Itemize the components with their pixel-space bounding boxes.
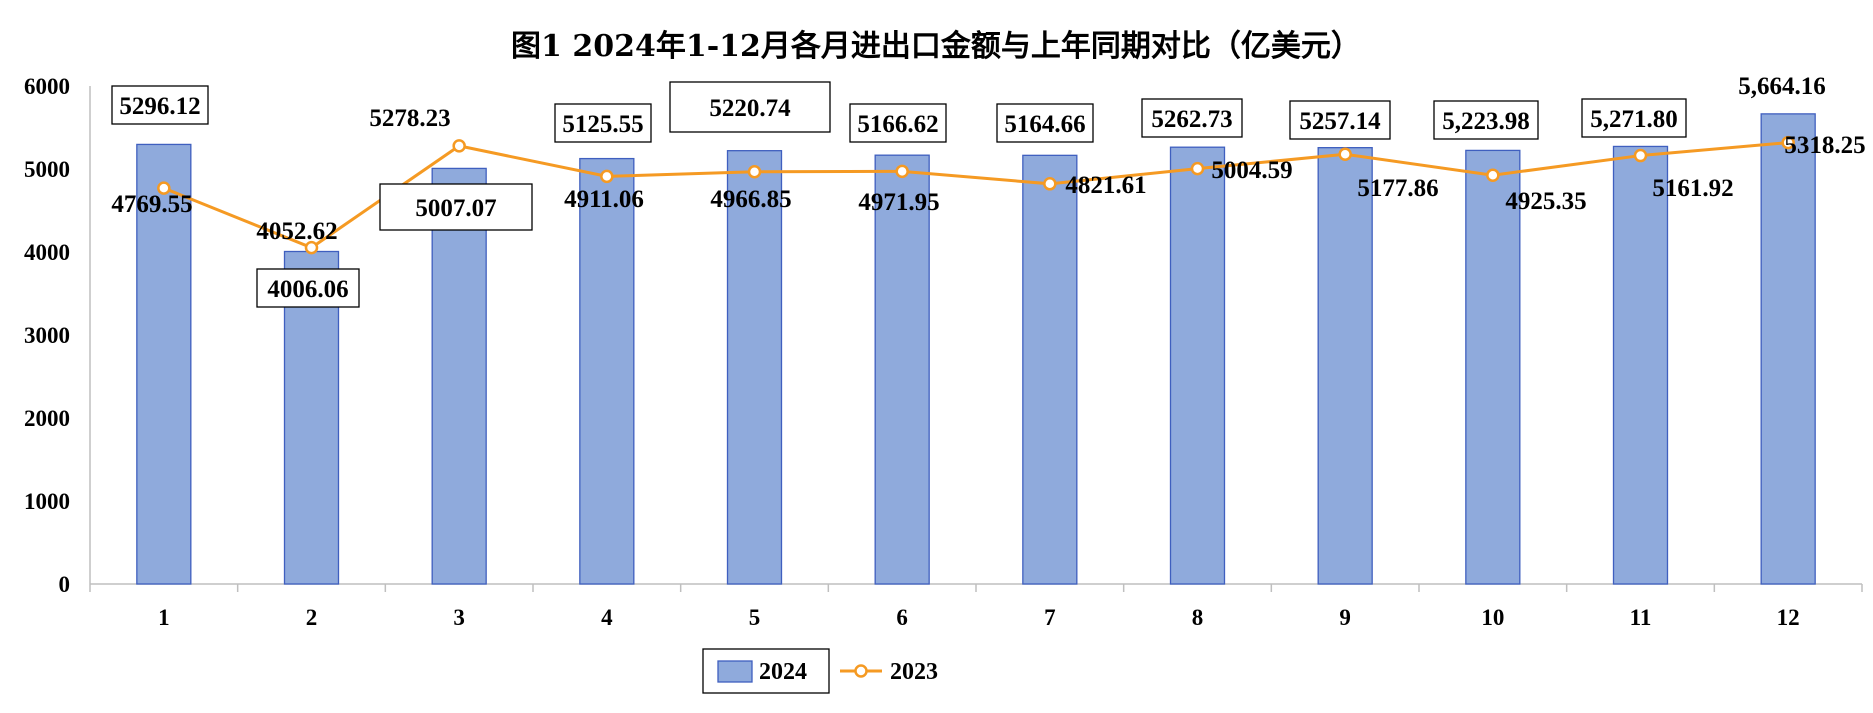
legend-label-2023: 2023 — [890, 659, 938, 685]
legend-label-2024: 2024 — [759, 659, 807, 685]
x-tick-label: 1 — [158, 605, 170, 630]
line-2023 — [163, 141, 1789, 250]
bar-data-label: 5257.14 — [1299, 108, 1381, 135]
bar-label-box — [996, 103, 1094, 143]
y-tick-label: 2000 — [24, 406, 70, 431]
x-tick-label: 5 — [749, 605, 761, 630]
bar-data-labels: 5296.12 4006.06 5007.07 5125.55 5220.74 5166.… — [111, 73, 1826, 308]
bar-data-label: 5,223.98 — [1442, 108, 1530, 135]
bar-data-label: 5,271.80 — [1590, 106, 1678, 133]
line-data-label: 5177.86 — [1357, 175, 1438, 202]
line-data-label: 5278.23 — [369, 105, 450, 132]
bar-2024 — [874, 154, 930, 585]
x-tick-label: 7 — [1044, 605, 1056, 630]
bar-data-label: 5166.62 — [857, 111, 938, 138]
bar-2024 — [1465, 149, 1521, 585]
x-tick-label: 12 — [1777, 605, 1800, 630]
bar-2024 — [1022, 154, 1078, 585]
bar-label-box — [111, 85, 209, 125]
x-tick-label: 9 — [1339, 605, 1351, 630]
x-axis: 1 2 3 4 5 6 7 8 9 10 11 12 — [89, 583, 1863, 630]
bar-data-label: 5220.74 — [709, 95, 791, 122]
point-2023 — [157, 181, 171, 195]
y-axis: 0 1000 2000 3000 4000 5000 6000 — [24, 74, 91, 597]
x-tick-label: 6 — [896, 605, 908, 630]
y-tick-label: 6000 — [24, 74, 70, 99]
line-data-labels: 4769.55 4052.62 5278.23 4911.06 4966.85 4971.… — [111, 105, 1865, 245]
line-data-label: 4966.85 — [710, 186, 791, 213]
bar-label-box — [669, 81, 831, 133]
bar-data-label: 5164.66 — [1004, 111, 1085, 138]
x-tick-label: 11 — [1630, 605, 1652, 630]
line-series-2023 — [157, 135, 1795, 255]
x-tick-label: 3 — [453, 605, 465, 630]
legend-marker-2023 — [854, 664, 868, 678]
x-tick-label: 10 — [1481, 605, 1504, 630]
point-2023 — [1781, 135, 1795, 150]
bar-data-label: 5,664.16 — [1738, 73, 1826, 100]
line-data-label: 5161.92 — [1652, 175, 1733, 202]
point-2023 — [304, 240, 319, 255]
bar-2024 — [1612, 145, 1669, 585]
y-tick-label: 1000 — [24, 489, 70, 514]
chart-title: 图1 2024年1-12月各月进出口金额与上年同期对比（亿美元） — [511, 29, 1361, 64]
point-2023 — [600, 169, 614, 184]
bar-label-box — [1289, 100, 1391, 140]
legend-box — [702, 648, 830, 694]
bar-label-box — [554, 103, 652, 143]
line-data-label: 4971.95 — [858, 189, 939, 216]
bar-label-box — [256, 268, 360, 308]
point-2023 — [1338, 147, 1352, 161]
bar-series-2024 — [136, 113, 1816, 585]
bar-label-box — [849, 103, 947, 143]
point-2023 — [1486, 168, 1500, 182]
point-2023 — [1633, 148, 1648, 163]
bar-2024 — [431, 167, 487, 585]
point-2023 — [747, 165, 762, 179]
x-tick-label: 4 — [601, 605, 613, 630]
x-tick-label: 2 — [306, 605, 318, 630]
bar-data-label: 5262.73 — [1151, 106, 1232, 133]
line-data-label: 5004.59 — [1211, 157, 1292, 184]
y-tick-label: 0 — [59, 572, 71, 597]
point-2023 — [1190, 161, 1205, 176]
bar-2024 — [579, 157, 635, 585]
legend-swatch-2024 — [717, 660, 753, 683]
line-data-label: 4925.35 — [1505, 188, 1586, 215]
bar-label-box — [1433, 100, 1539, 140]
y-tick-label: 5000 — [24, 157, 70, 182]
bar-2024 — [1317, 147, 1373, 585]
line-data-label: 5318.25 — [1784, 132, 1865, 159]
bar-data-label: 5296.12 — [119, 93, 200, 120]
line-data-label: 4821.61 — [1065, 172, 1146, 199]
bar-label-box — [379, 183, 533, 231]
bar-2024 — [1169, 146, 1226, 585]
bar-data-label: 5125.55 — [562, 111, 643, 138]
line-data-label: 4769.55 — [111, 191, 192, 218]
line-data-label: 4052.62 — [256, 218, 337, 245]
bar-data-label: 5007.07 — [415, 195, 496, 222]
bar-data-label: 4006.06 — [267, 276, 348, 303]
x-tick-label: 8 — [1192, 605, 1204, 630]
bar-label-box — [1141, 98, 1243, 138]
bar-2024 — [136, 143, 192, 585]
y-tick-label: 4000 — [24, 240, 70, 265]
legend: 2024 2023 — [702, 648, 938, 694]
point-2023 — [1043, 177, 1057, 191]
bar-label-box — [1581, 98, 1687, 138]
point-2023 — [452, 139, 466, 153]
point-2023 — [895, 164, 909, 179]
line-data-label: 4911.06 — [564, 186, 644, 213]
y-tick-label: 3000 — [24, 323, 70, 348]
bar-2024 — [726, 150, 783, 585]
bar-2024 — [1760, 113, 1816, 585]
